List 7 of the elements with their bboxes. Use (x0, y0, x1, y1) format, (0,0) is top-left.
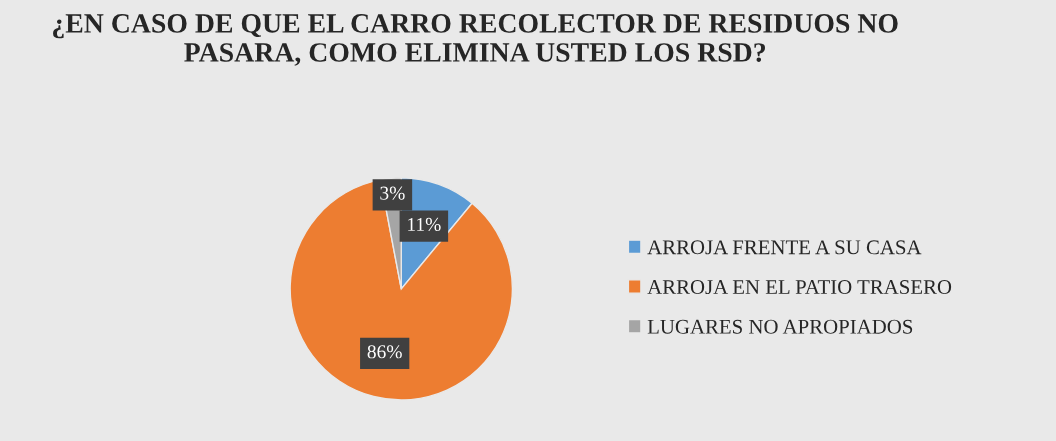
data-label: 3% (380, 186, 405, 200)
legend-label: ARROJA EN EL PATIO TRASERO (647, 280, 952, 295)
chart-title: ¿EN CASO DE QUE EL CARRO RECOLECTOR DE RESIDUOS NO PASARA, COMO ELIMINA USTED LOS RSD? (53, 14, 898, 66)
legend-label: LUGARES NO APROPIADOS (647, 319, 913, 334)
data-label: 11% (408, 217, 441, 232)
legend-label: ARROJA FRENTE A SU CASA (647, 240, 922, 255)
data-label: 86% (367, 345, 402, 359)
